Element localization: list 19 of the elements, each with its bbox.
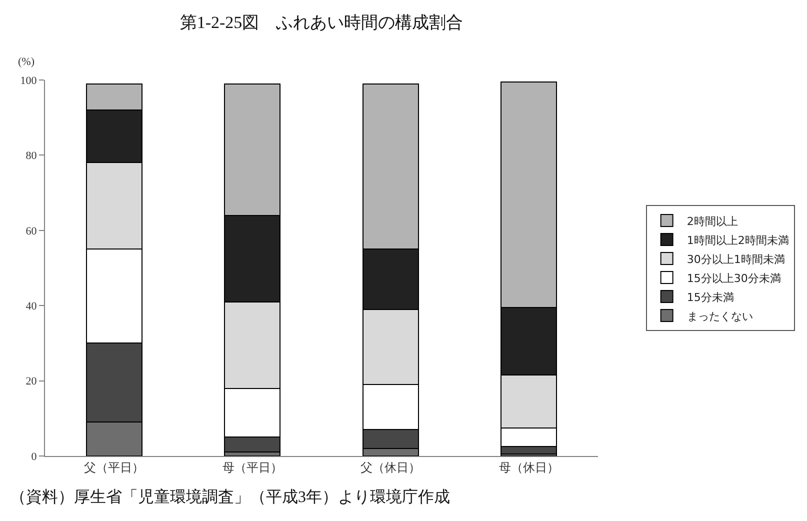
- y-tick-label: 100: [20, 74, 38, 87]
- x-tick-label: 父（休日）: [360, 460, 421, 474]
- x-tick-label: 母（休日）: [498, 460, 559, 474]
- y-tick-label: 80: [26, 150, 38, 162]
- legend-label: 15分以上30分未満: [686, 272, 781, 285]
- legend-label: まったくない: [686, 310, 753, 323]
- x-tick-label: 父（平日）: [84, 460, 144, 474]
- legend-label: 1時間以上2時間未満: [686, 234, 789, 247]
- text: （資料）厚生省「児童環境調査」（平成3年）より環境庁作成: [10, 488, 450, 506]
- legend-label: 2時間以上: [686, 214, 738, 228]
- y-tick-label: 0: [31, 450, 38, 463]
- legend-label: 15分未満: [686, 290, 734, 304]
- y-tick-label: 60: [26, 225, 38, 238]
- y-axis-title: (%): [18, 56, 35, 68]
- chart-title: 第1-2-25図 ふれあい時間の構成割合: [180, 12, 464, 32]
- x-tick-label: 母（平日）: [222, 460, 282, 474]
- legend-label: 30分以上1時間未満: [686, 252, 785, 266]
- y-tick-label: 40: [26, 300, 38, 312]
- y-tick-label: 20: [26, 376, 38, 388]
